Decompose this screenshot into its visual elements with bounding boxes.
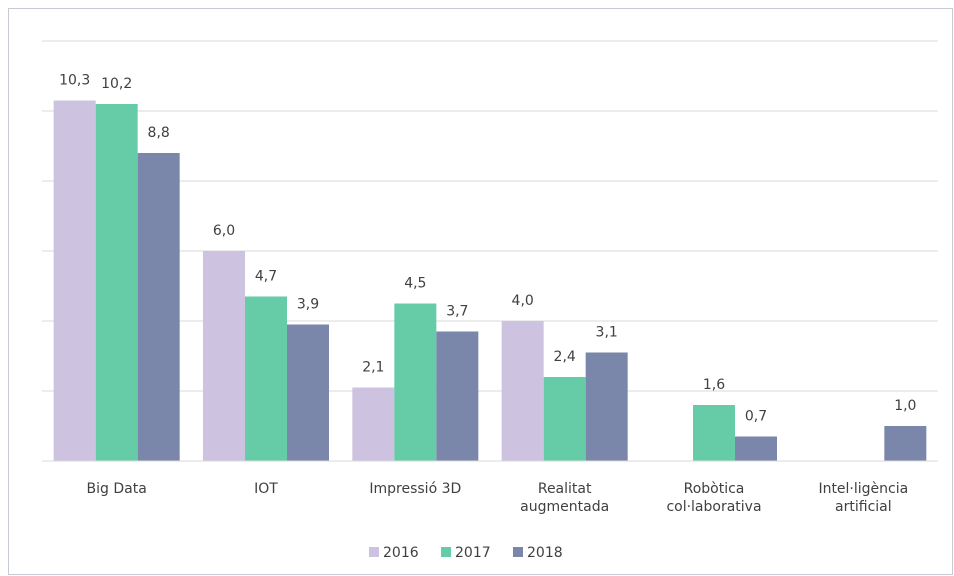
x-tick-label-line: Robòtica (684, 481, 745, 497)
x-tick-label: Big Data (87, 481, 147, 497)
legend-label: 2017 (455, 545, 491, 561)
data-label: 10,3 (59, 73, 90, 89)
x-tick-label: Robòtica col·laborativa (666, 481, 761, 515)
x-tick-label-line: Realitat (538, 481, 592, 497)
data-label: 1,0 (894, 398, 916, 414)
data-label: 4,5 (404, 276, 426, 292)
data-label: 3,1 (596, 325, 618, 341)
data-label: 2,4 (554, 349, 576, 365)
data-label: 3,7 (446, 304, 468, 320)
bar (53, 100, 96, 461)
bar (585, 352, 628, 461)
x-tick-label: Intel·ligència artificial (818, 481, 908, 515)
bar (245, 296, 287, 461)
data-label: 1,6 (703, 377, 725, 393)
data-label: 3,9 (297, 297, 319, 313)
bar (436, 331, 479, 461)
bar (203, 251, 245, 461)
data-label: 6,0 (213, 223, 235, 239)
bar (352, 387, 395, 461)
data-label: 0,7 (745, 409, 767, 425)
x-tick-label: Realitat augmentada (520, 481, 609, 515)
x-tick-label: Impressió 3D (369, 481, 461, 497)
x-tick-label-line: augmentada (520, 499, 609, 515)
bar (693, 405, 735, 461)
legend-label: 2016 (383, 545, 419, 561)
bar (137, 153, 180, 461)
data-label: 2,1 (362, 360, 384, 376)
data-label: 4,7 (255, 269, 277, 285)
bar (735, 436, 777, 461)
bar (394, 303, 437, 461)
x-tick-label-line: col·laborativa (666, 499, 761, 515)
bar (501, 321, 544, 461)
x-tick-label-line: artificial (835, 499, 892, 515)
bar (287, 324, 329, 461)
x-tick-label-line: Intel·ligència (818, 481, 908, 497)
x-tick-label: IOT (254, 481, 278, 497)
bar (543, 377, 586, 461)
data-label: 10,2 (101, 76, 132, 92)
bar (884, 426, 927, 461)
data-label: 4,0 (512, 293, 534, 309)
legend-swatch (441, 547, 451, 557)
bar (95, 104, 138, 461)
legend-swatch (369, 547, 379, 557)
legend-swatch (513, 547, 523, 557)
data-label: 8,8 (148, 125, 170, 141)
legend-label: 2018 (527, 545, 563, 561)
